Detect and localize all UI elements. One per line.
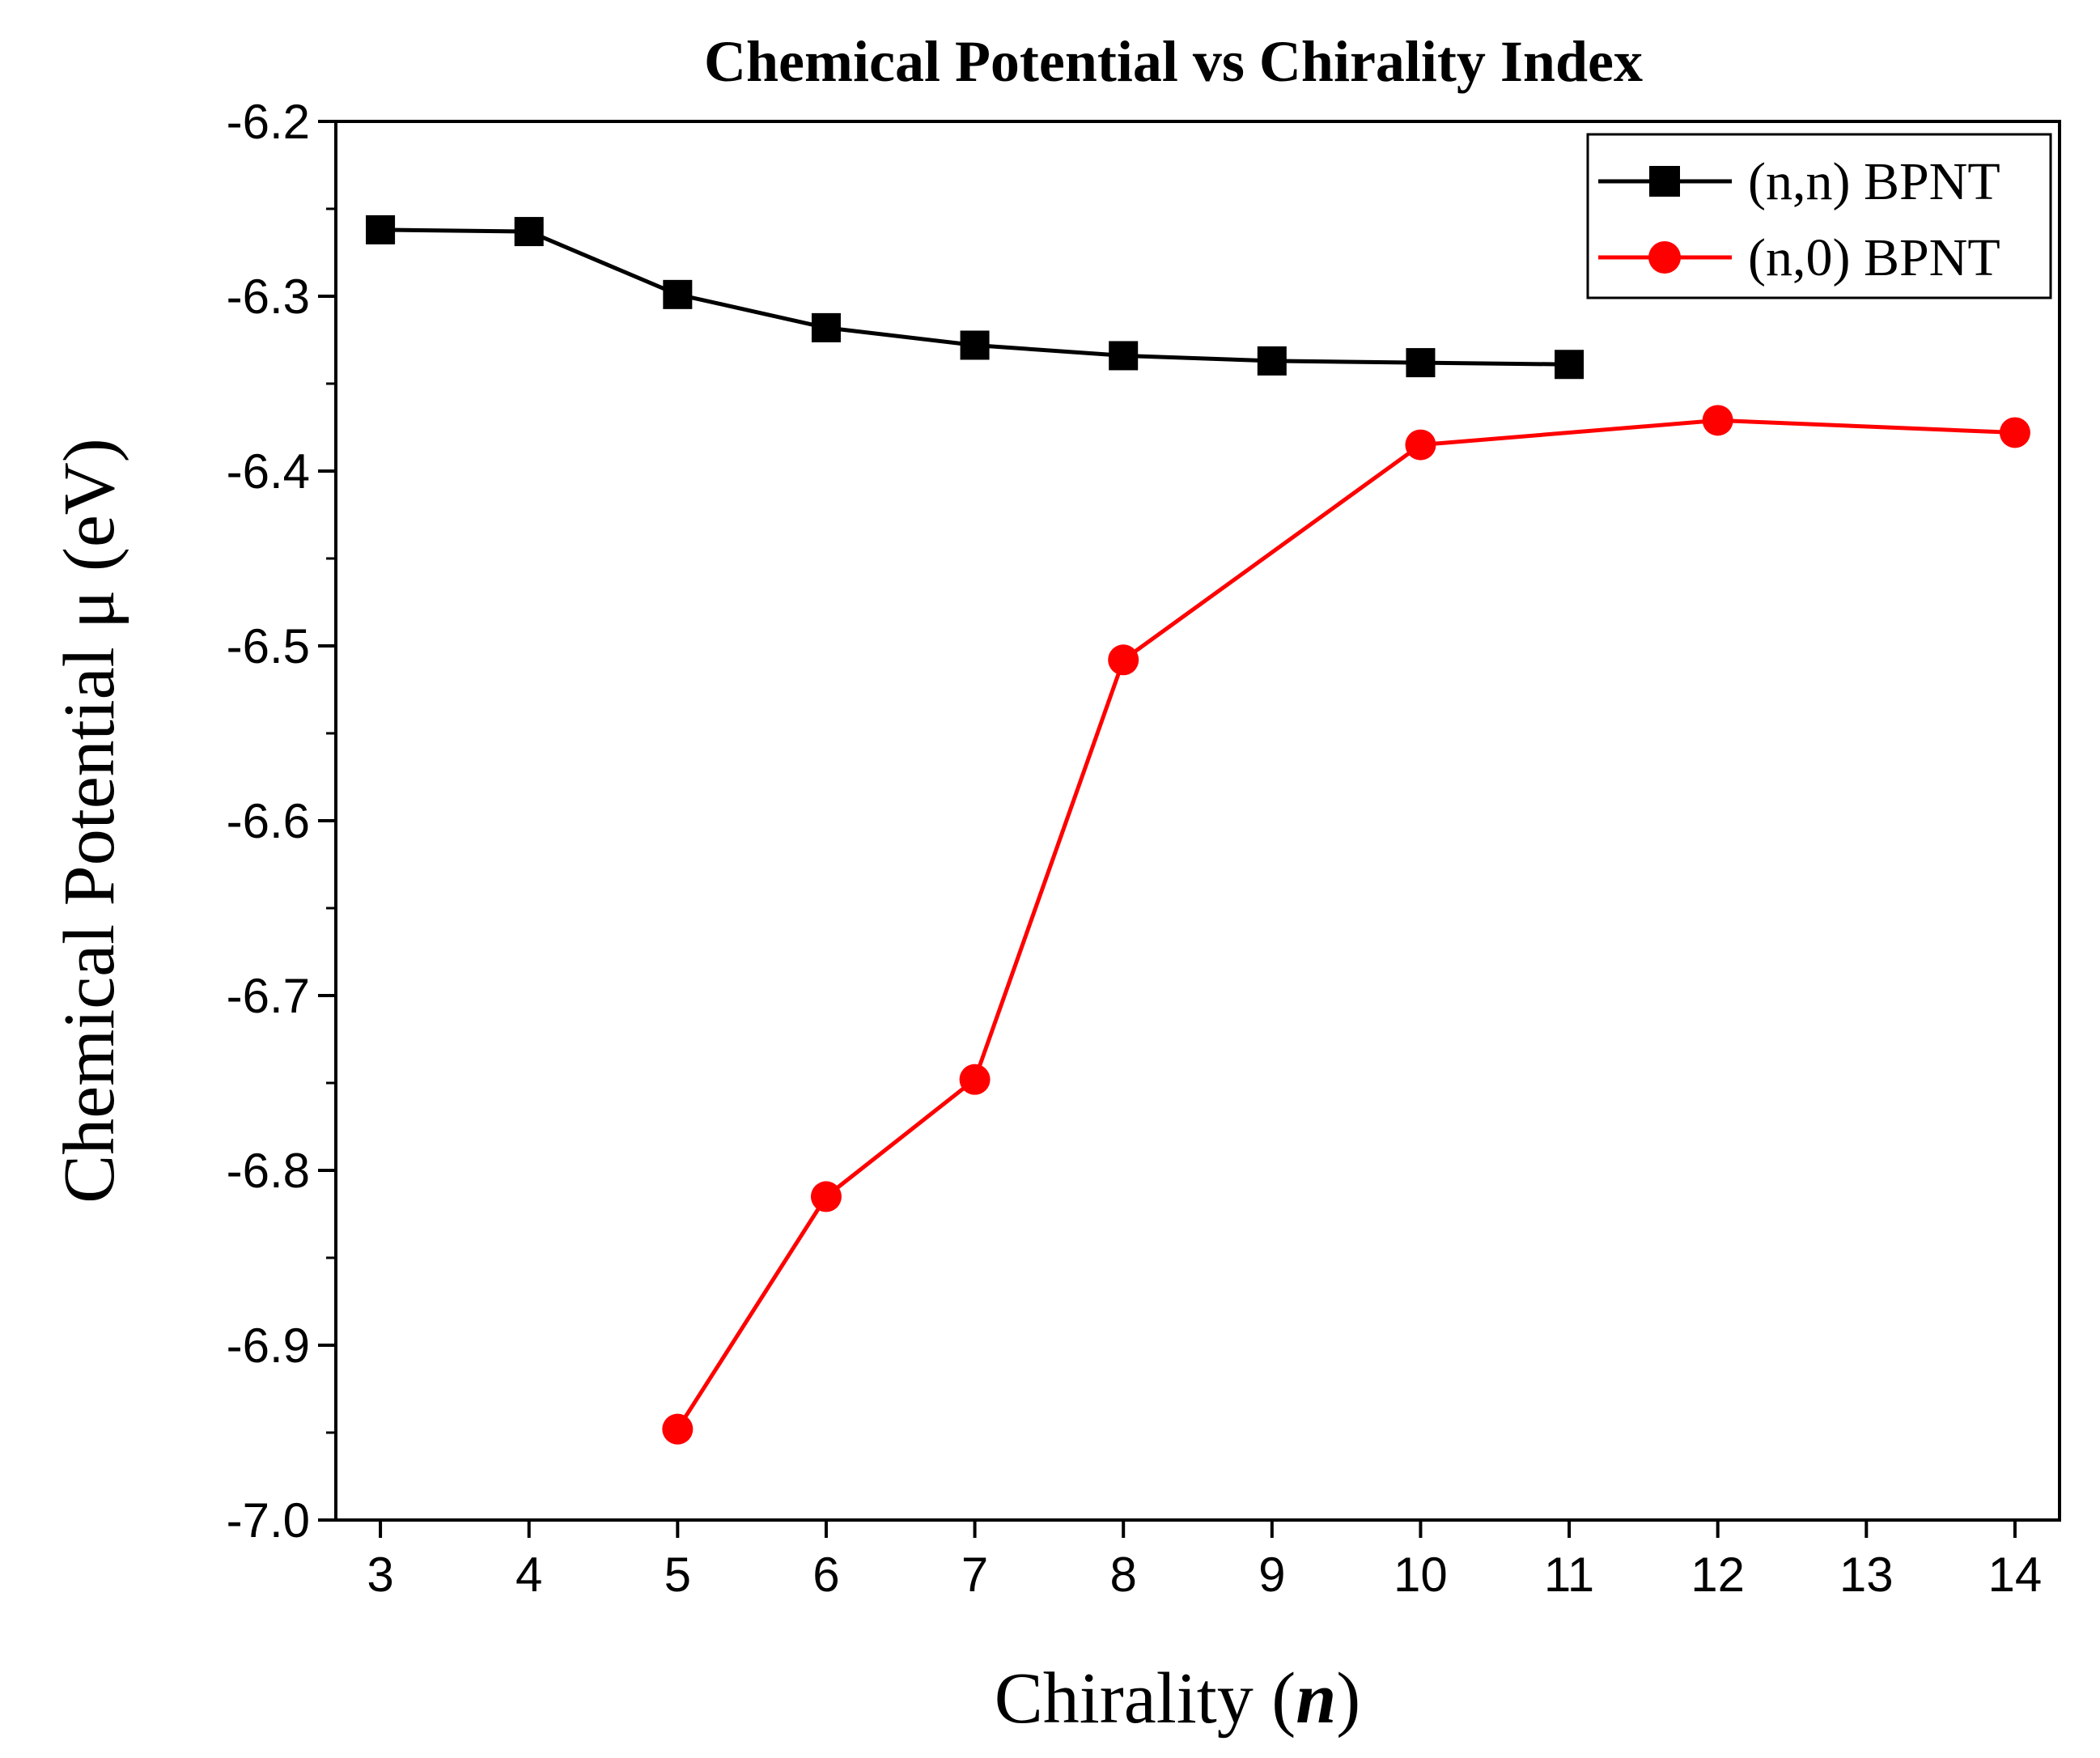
data-point-square	[960, 330, 990, 360]
y-tick-label: -6.3	[227, 270, 310, 324]
y-tick-label: -6.6	[227, 794, 310, 848]
x-axis-label: Chirality (n)	[995, 1658, 1360, 1739]
data-point-square	[366, 214, 396, 244]
data-point-square	[514, 217, 544, 247]
legend: (n,n) BPNT (n,0) BPNT	[1586, 133, 2052, 299]
y-tick-label: -6.8	[227, 1144, 310, 1198]
y-tick-label: -6.9	[227, 1318, 310, 1373]
legend-marker-square	[1649, 166, 1680, 197]
data-point-square	[1109, 341, 1139, 371]
data-point-square	[811, 312, 841, 342]
y-axis-ticks: -6.2 -6.3 -6.4 -6.5 -6.6 -6.7 -6.8 -6.9 -7.0	[227, 95, 336, 1548]
data-point-square	[663, 279, 693, 309]
x-tick-label: 7	[961, 1548, 988, 1602]
x-tick-label: 5	[664, 1548, 691, 1602]
y-tick-label: -6.4	[227, 444, 310, 499]
data-point-circle	[1405, 429, 1436, 461]
data-point-square	[1257, 346, 1287, 376]
data-point-circle	[1702, 405, 1733, 436]
series-markers	[366, 214, 2030, 1445]
x-tick-label: 3	[367, 1548, 393, 1602]
legend-label-nn: (n,n) BPNT	[1748, 152, 2000, 211]
x-tick-label: 9	[1258, 1548, 1285, 1602]
y-tick-label: -6.7	[227, 969, 310, 1023]
x-axis-label-suffix: )	[1336, 1658, 1360, 1739]
x-axis-ticks: 3 4 5 6 7 8 9 10 11 12 13 14	[367, 1520, 2042, 1602]
x-tick-label: 13	[1839, 1548, 1894, 1602]
x-tick-label: 10	[1394, 1548, 1448, 1602]
data-point-circle	[662, 1413, 694, 1445]
y-tick-label: -6.2	[227, 95, 310, 149]
legend-label-n0: (n,0) BPNT	[1748, 228, 2000, 287]
data-point-circle	[959, 1064, 991, 1095]
x-tick-label: 8	[1110, 1548, 1137, 1602]
data-point-circle	[1108, 644, 1139, 676]
y-axis-label: Chemical Potential μ (eV)	[49, 438, 129, 1203]
x-tick-label: 14	[1988, 1548, 2043, 1602]
series-lines	[380, 227, 2016, 1431]
x-axis-label-prefix: Chirality (	[995, 1658, 1296, 1739]
legend-marker-circle	[1648, 241, 1681, 274]
chart-title: Chemical Potential vs Chirality Index	[704, 29, 1643, 94]
x-tick-label: 12	[1691, 1548, 1745, 1602]
x-tick-label: 4	[515, 1548, 542, 1602]
y-tick-label: -6.5	[227, 619, 310, 673]
data-point-square	[1406, 348, 1436, 378]
x-tick-label: 6	[812, 1548, 839, 1602]
x-tick-label: 11	[1544, 1548, 1594, 1602]
data-point-circle	[810, 1181, 842, 1212]
series-line-1	[676, 418, 2016, 1431]
plot-area-frame	[334, 120, 2061, 1522]
data-point-square	[1555, 350, 1585, 380]
y-tick-label: -7.0	[227, 1493, 310, 1548]
x-axis-label-variable: n	[1296, 1658, 1336, 1739]
data-point-circle	[1999, 417, 2030, 448]
